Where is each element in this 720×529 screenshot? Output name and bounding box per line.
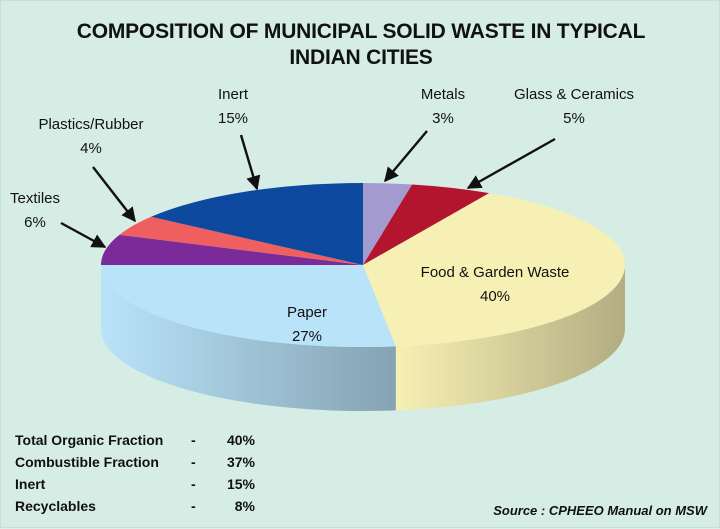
slice-label: Plastics/Rubber: [38, 116, 143, 133]
summary-row: Inert - 15%: [15, 473, 255, 495]
summary-table: Total Organic Fraction - 40% Combustible…: [15, 429, 255, 517]
slice-value-label: 3%: [432, 110, 454, 127]
slice-value-label: 40%: [480, 288, 510, 305]
slice-label: Inert: [218, 86, 249, 103]
label-arrow: [384, 130, 428, 183]
summary-label: Inert: [15, 476, 46, 492]
slice-value-label: 27%: [292, 328, 322, 345]
label-arrow: [466, 137, 556, 190]
pie-side-paper: [101, 265, 396, 412]
pie-side-food-garden-waste: [395, 265, 625, 411]
slice-value-label: 6%: [24, 214, 46, 231]
summary-dash: -: [191, 498, 196, 514]
chart-title-line-1: COMPOSITION OF MUNICIPAL SOLID WASTE IN …: [76, 20, 646, 43]
chart-title: COMPOSITION OF MUNICIPAL SOLID WASTE IN …: [1, 19, 720, 71]
summary-value: 40%: [226, 432, 255, 448]
summary-value: 8%: [234, 498, 255, 514]
pie-slice-paper: [101, 265, 396, 347]
slice-label: Food & Garden Waste: [421, 264, 570, 281]
summary-value: 37%: [226, 454, 255, 470]
pie-slice-inert: [151, 183, 363, 265]
chart-title-line-2: INDIAN CITIES: [289, 46, 433, 69]
summary-label: Total Organic Fraction: [15, 432, 164, 448]
summary-label: Recyclables: [15, 498, 96, 514]
slice-label: Paper: [287, 304, 327, 321]
slice-label: Textiles: [10, 190, 60, 207]
slice-value-label: 4%: [80, 140, 102, 157]
source-note: Source : CPHEEO Manual on MSW: [493, 503, 707, 518]
label-arrow: [60, 221, 107, 249]
summary-dash: -: [191, 454, 196, 470]
summary-dash: -: [191, 432, 196, 448]
summary-row: Recyclables - 8%: [15, 495, 255, 517]
pie-slice-glass-ceramics: [363, 184, 490, 265]
summary-row: Combustible Fraction - 37%: [15, 451, 255, 473]
summary-label: Combustible Fraction: [15, 454, 159, 470]
summary-value: 15%: [226, 476, 255, 492]
slice-label: Metals: [421, 86, 465, 103]
pie-slice-food-garden-waste: [363, 193, 625, 347]
label-arrow: [92, 166, 136, 223]
summary-row: Total Organic Fraction - 40%: [15, 429, 255, 451]
label-arrow: [239, 134, 261, 191]
pie-slice-metals: [363, 183, 413, 265]
slice-label: Glass & Ceramics: [514, 86, 634, 103]
pie-slice-plastics-rubber: [119, 216, 363, 265]
slice-value-label: 15%: [218, 110, 248, 127]
pie-slice-textiles: [101, 234, 363, 265]
summary-dash: -: [191, 476, 196, 492]
slice-value-label: 5%: [563, 110, 585, 127]
